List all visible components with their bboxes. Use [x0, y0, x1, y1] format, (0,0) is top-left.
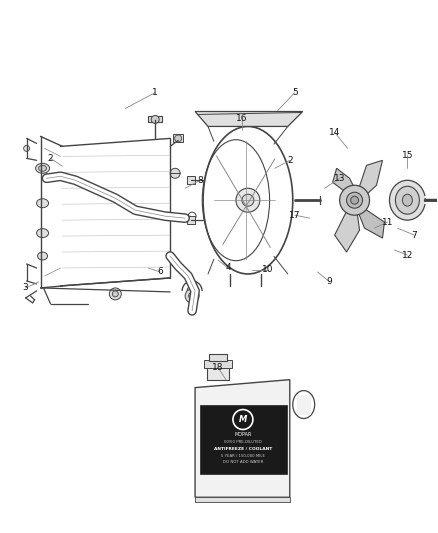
Bar	[204, 360, 232, 368]
Text: ANTIFREEZE / COOLANT: ANTIFREEZE / COOLANT	[214, 447, 272, 451]
Circle shape	[110, 288, 121, 300]
Text: MOPAR: MOPAR	[234, 432, 251, 437]
Ellipse shape	[37, 229, 49, 238]
Circle shape	[233, 409, 253, 430]
Text: 15: 15	[402, 151, 413, 160]
Polygon shape	[195, 379, 290, 497]
Circle shape	[151, 116, 159, 124]
Text: 8: 8	[197, 176, 203, 185]
Text: 1: 1	[152, 88, 158, 97]
Polygon shape	[335, 205, 360, 252]
Circle shape	[339, 185, 370, 215]
Ellipse shape	[396, 186, 419, 214]
Text: 16: 16	[236, 114, 247, 123]
Text: 4: 4	[225, 263, 231, 272]
Circle shape	[175, 135, 182, 142]
Text: 13: 13	[334, 174, 346, 183]
Text: 50/50 PRE-DILUTED: 50/50 PRE-DILUTED	[224, 440, 262, 445]
Ellipse shape	[39, 165, 46, 171]
Text: 10: 10	[262, 265, 274, 274]
Text: 2: 2	[287, 156, 293, 165]
Ellipse shape	[403, 194, 413, 206]
Bar	[200, 405, 287, 474]
Text: 17: 17	[289, 211, 300, 220]
Text: 5 YEAR / 150,000 MILE: 5 YEAR / 150,000 MILE	[221, 455, 265, 458]
Text: 11: 11	[381, 217, 393, 227]
Bar	[195, 497, 290, 502]
Ellipse shape	[389, 180, 425, 220]
Text: 5: 5	[292, 88, 298, 97]
Text: 18: 18	[212, 363, 224, 372]
Text: 12: 12	[402, 251, 413, 260]
Circle shape	[236, 188, 260, 212]
Circle shape	[24, 146, 30, 151]
Bar	[148, 117, 162, 123]
Bar	[187, 216, 195, 224]
Polygon shape	[195, 111, 303, 126]
Polygon shape	[357, 205, 385, 238]
Circle shape	[112, 291, 118, 297]
Bar	[297, 394, 311, 415]
Ellipse shape	[35, 163, 49, 173]
Text: 2: 2	[48, 154, 53, 163]
Bar	[173, 134, 183, 142]
Bar	[207, 366, 229, 379]
Polygon shape	[357, 160, 382, 198]
Circle shape	[346, 192, 363, 208]
Circle shape	[350, 196, 359, 204]
Ellipse shape	[38, 252, 48, 260]
Text: M: M	[239, 415, 247, 424]
Text: 6: 6	[157, 268, 163, 277]
Circle shape	[242, 194, 254, 206]
Ellipse shape	[37, 199, 49, 208]
Circle shape	[170, 168, 180, 178]
Text: 3: 3	[23, 284, 28, 293]
Text: 14: 14	[329, 128, 340, 137]
Circle shape	[189, 293, 196, 300]
Bar	[209, 354, 227, 361]
Polygon shape	[332, 168, 357, 195]
Bar	[187, 176, 195, 184]
Text: 7: 7	[412, 231, 417, 240]
Circle shape	[185, 289, 199, 303]
Text: 9: 9	[327, 278, 332, 286]
Text: DO NOT ADD WATER: DO NOT ADD WATER	[223, 461, 263, 464]
